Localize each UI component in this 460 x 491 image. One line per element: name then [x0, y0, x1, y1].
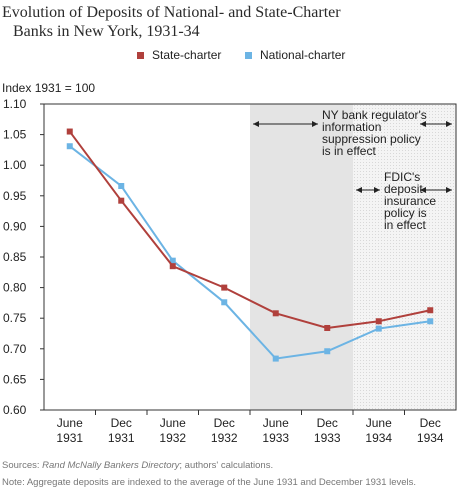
x-tick-label: Dec 1931 [108, 416, 135, 445]
region-2-arrow-left [356, 187, 380, 193]
data-point-national-charter [427, 318, 434, 325]
x-tick-label: June 1934 [365, 416, 392, 445]
data-point-national-charter [272, 355, 279, 362]
data-point-state-charter [324, 324, 331, 331]
sources-italic: Rand McNally Bankers Directory [42, 460, 180, 471]
legend-item-state-charter: State-charter [137, 48, 221, 62]
y-tick-label: 1.00 [3, 158, 27, 172]
legend-label-state-charter: State-charter [152, 48, 222, 62]
sources-line: Sources: Rand McNally Bankers Directory;… [2, 457, 458, 474]
region-1-arrow-left [253, 121, 318, 127]
y-axis-title: Index 1931 = 100 [2, 81, 95, 95]
legend-label-national-charter: National-charter [260, 48, 346, 62]
y-tick-label: 0.85 [3, 250, 27, 264]
note-line: Note: Aggregate deposits are indexed to … [2, 477, 417, 488]
sources-prefix: Sources: [2, 460, 43, 471]
y-tick-label: 0.60 [3, 403, 27, 417]
data-point-state-charter [221, 284, 228, 291]
legend-swatch-national-charter [245, 51, 252, 59]
chart-title: Evolution of Deposits of National- and S… [2, 3, 452, 41]
y-tick-label: 0.80 [3, 281, 27, 295]
data-point-state-charter [375, 318, 382, 325]
legend-item-national-charter: National-charter [245, 48, 345, 62]
x-tick-label: Dec 1933 [314, 416, 341, 445]
legend-swatch-state-charter [137, 51, 144, 59]
series-line-state-charter [68, 130, 431, 330]
data-point-national-charter [66, 143, 73, 150]
data-point-national-charter [169, 257, 176, 264]
y-tick-label: 0.75 [3, 311, 27, 325]
data-point-national-charter [324, 348, 331, 355]
x-tick-label: June 1931 [56, 416, 83, 445]
series-line-national-charter [69, 145, 431, 360]
data-point-national-charter [375, 325, 382, 332]
data-point-state-charter [118, 197, 125, 204]
data-point-state-charter [169, 263, 176, 270]
y-tick-label: 1.10 [3, 97, 27, 111]
region-1-arrow-right [420, 121, 452, 127]
x-tick-label: June 1933 [262, 416, 289, 445]
region-2-arrow-right [420, 187, 452, 193]
data-point-state-charter [427, 307, 434, 314]
y-tick-label: 0.90 [3, 219, 27, 233]
x-tick-label: Dec 1932 [211, 416, 238, 445]
chart-title-line2: Banks in New York, 1931-34 [13, 23, 200, 40]
region-2-label: FDIC's deposit insurance policy is in effect [384, 170, 436, 232]
data-point-national-charter [118, 183, 125, 190]
y-tick-label: 0.70 [3, 342, 27, 356]
x-tick-label: June 1932 [159, 416, 186, 445]
shaded-region-2 [353, 104, 456, 410]
data-point-national-charter [221, 299, 228, 306]
y-tick-label: 0.95 [3, 189, 27, 203]
data-point-state-charter [66, 128, 73, 135]
y-tick-label: 0.65 [3, 372, 27, 386]
x-tick-label: Dec 1934 [417, 416, 444, 445]
chart-footnotes: Sources: Rand McNally Bankers Directory;… [2, 457, 458, 491]
data-point-state-charter [272, 310, 279, 317]
y-tick-label: 1.05 [3, 128, 27, 142]
region-1-label: NY bank regulator's information suppressio… [322, 108, 427, 158]
sources-suffix: ; authors' calculations. [179, 460, 274, 471]
chart-title-line1: Evolution of Deposits of National- and S… [2, 4, 341, 21]
